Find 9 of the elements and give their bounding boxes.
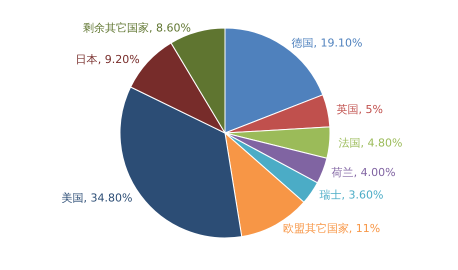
slice-label: 欧盟其它国家, 11% — [282, 222, 380, 235]
slice-label: 英国, 5% — [336, 103, 383, 116]
slice-label: 剩余其它国家, 8.60% — [83, 21, 191, 34]
slice-label: 日本, 9.20% — [76, 52, 140, 66]
slice-label: 法国, 4.80% — [338, 136, 402, 150]
slice-label: 德国, 19.10% — [291, 36, 362, 50]
slice-label: 美国, 34.80% — [62, 191, 132, 204]
slice-label: 荷兰, 4.00% — [332, 166, 396, 179]
slice-label: 瑞士, 3.60% — [320, 188, 384, 202]
